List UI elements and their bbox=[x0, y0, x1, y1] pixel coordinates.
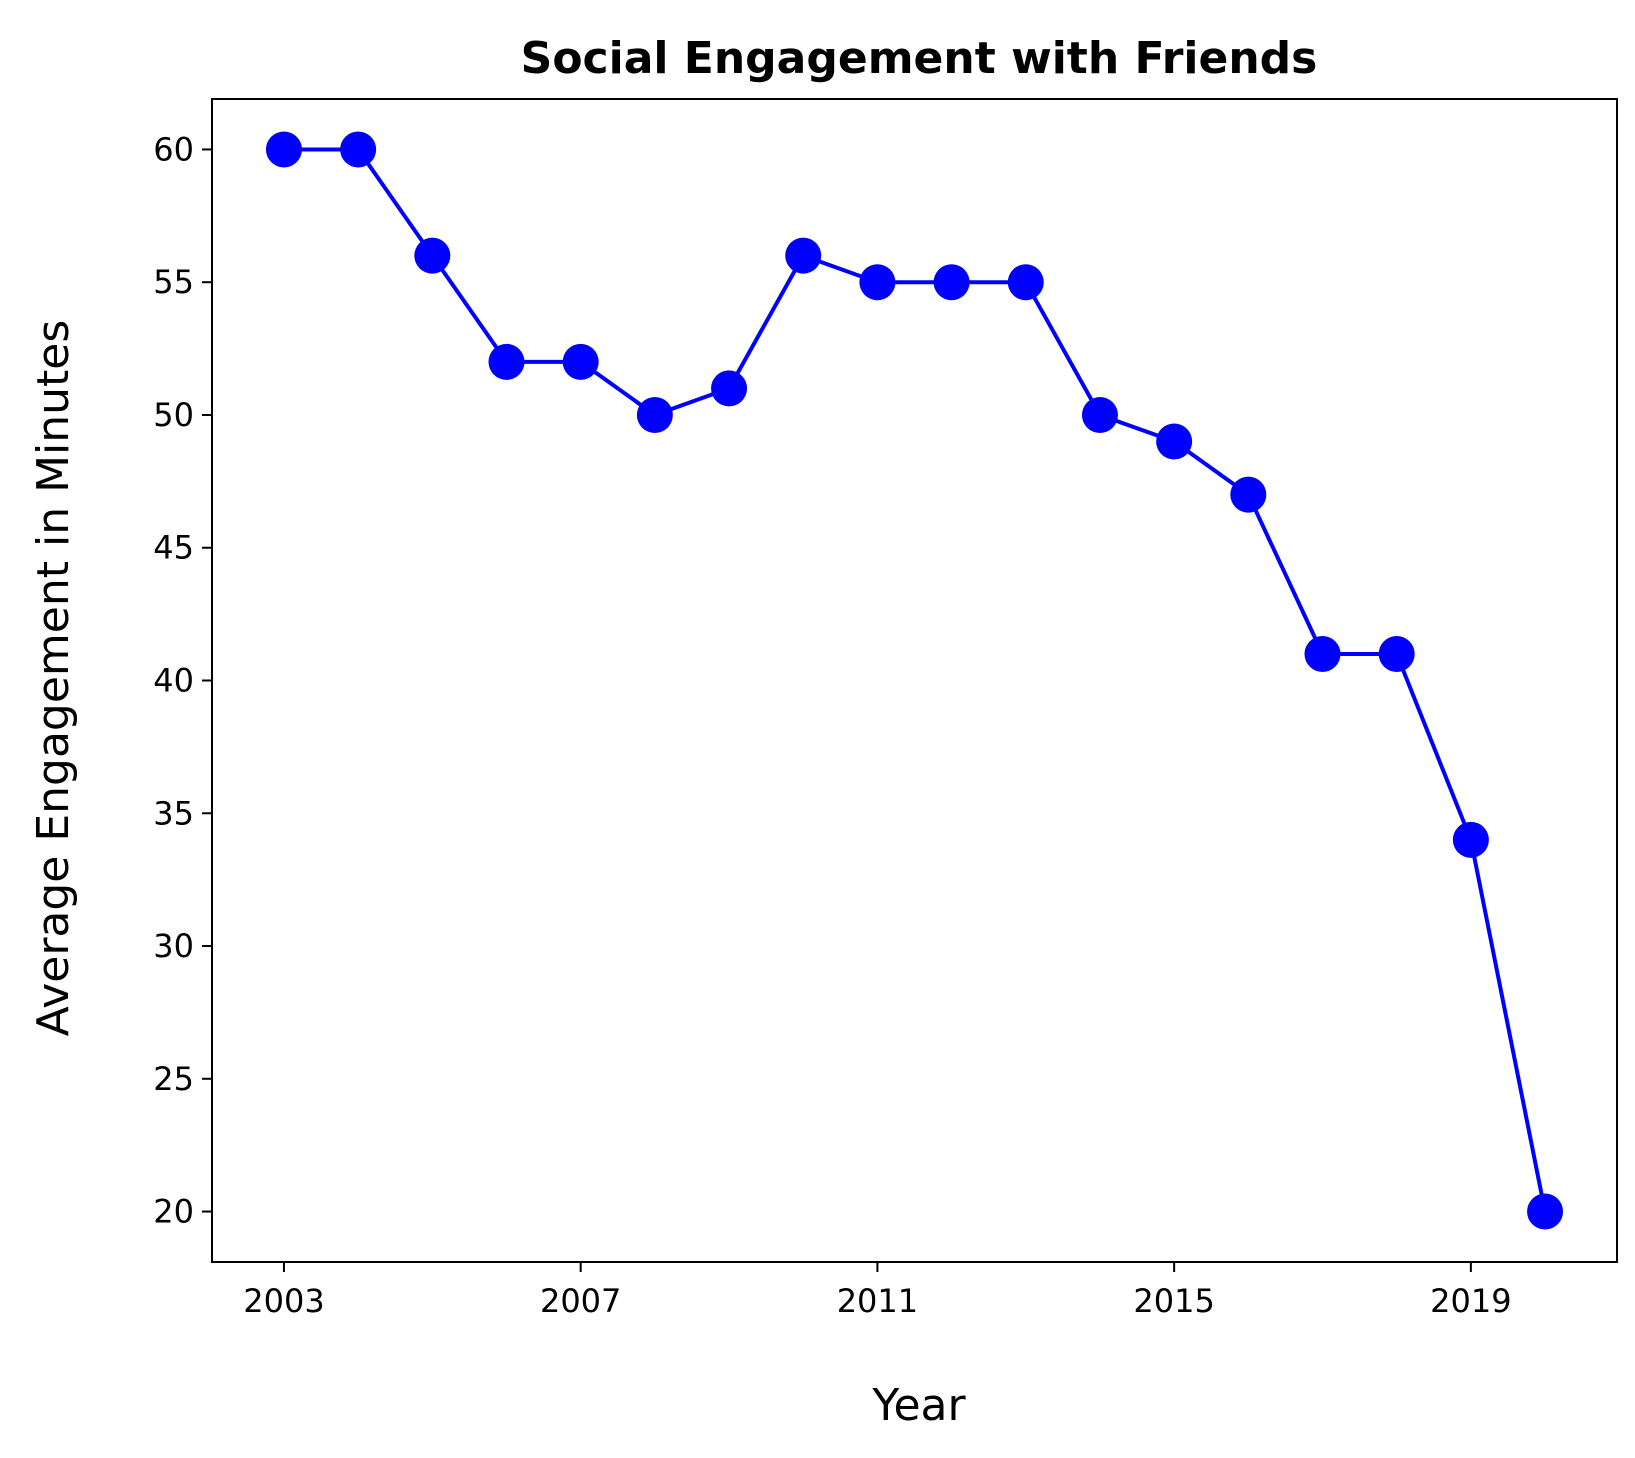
y-tick-label: 35 bbox=[153, 794, 194, 832]
x-tick-label: 2011 bbox=[837, 1282, 918, 1320]
y-tick-label: 45 bbox=[153, 529, 194, 567]
data-point bbox=[1230, 476, 1267, 513]
x-tick-label: 2019 bbox=[1430, 1282, 1511, 1320]
x-tick-label: 2015 bbox=[1133, 1282, 1214, 1320]
data-point bbox=[1081, 396, 1118, 433]
data-point bbox=[1527, 1193, 1564, 1230]
data-point bbox=[562, 343, 599, 380]
y-tick-label: 25 bbox=[153, 1060, 194, 1098]
x-tick-label: 2007 bbox=[540, 1282, 621, 1320]
x-axis-ticks: 2003 2007 2011 2015 2019 bbox=[243, 1262, 1512, 1320]
data-point bbox=[340, 131, 377, 168]
y-tick-label: 60 bbox=[153, 130, 194, 168]
data-point bbox=[488, 343, 525, 380]
y-tick-label: 55 bbox=[153, 263, 194, 301]
data-point bbox=[1007, 264, 1044, 301]
data-point bbox=[859, 264, 896, 301]
data-point bbox=[1156, 423, 1193, 460]
data-point bbox=[785, 237, 822, 274]
data-point bbox=[636, 396, 673, 433]
data-point bbox=[1304, 635, 1341, 672]
series-layer bbox=[265, 131, 1564, 1230]
data-point bbox=[265, 131, 302, 168]
data-point bbox=[933, 264, 970, 301]
plot-area-frame bbox=[211, 98, 1618, 1263]
y-axis-label: Average Engagement in Minutes bbox=[28, 320, 79, 1037]
y-axis-ticks: 20 25 30 35 40 45 50 55 60 bbox=[153, 130, 212, 1231]
data-point bbox=[1378, 635, 1415, 672]
y-tick-label: 40 bbox=[153, 662, 194, 700]
y-tick-label: 50 bbox=[153, 396, 194, 434]
y-tick-label: 30 bbox=[153, 927, 194, 965]
data-point bbox=[1452, 821, 1489, 858]
data-point bbox=[711, 370, 748, 407]
chart-title: Social Engagement with Friends bbox=[521, 33, 1318, 84]
x-tick-label: 2003 bbox=[243, 1282, 324, 1320]
data-point bbox=[414, 237, 451, 274]
x-axis-label: Year bbox=[871, 1380, 966, 1431]
series-line bbox=[283, 147, 1548, 1212]
y-tick-label: 20 bbox=[153, 1193, 194, 1231]
